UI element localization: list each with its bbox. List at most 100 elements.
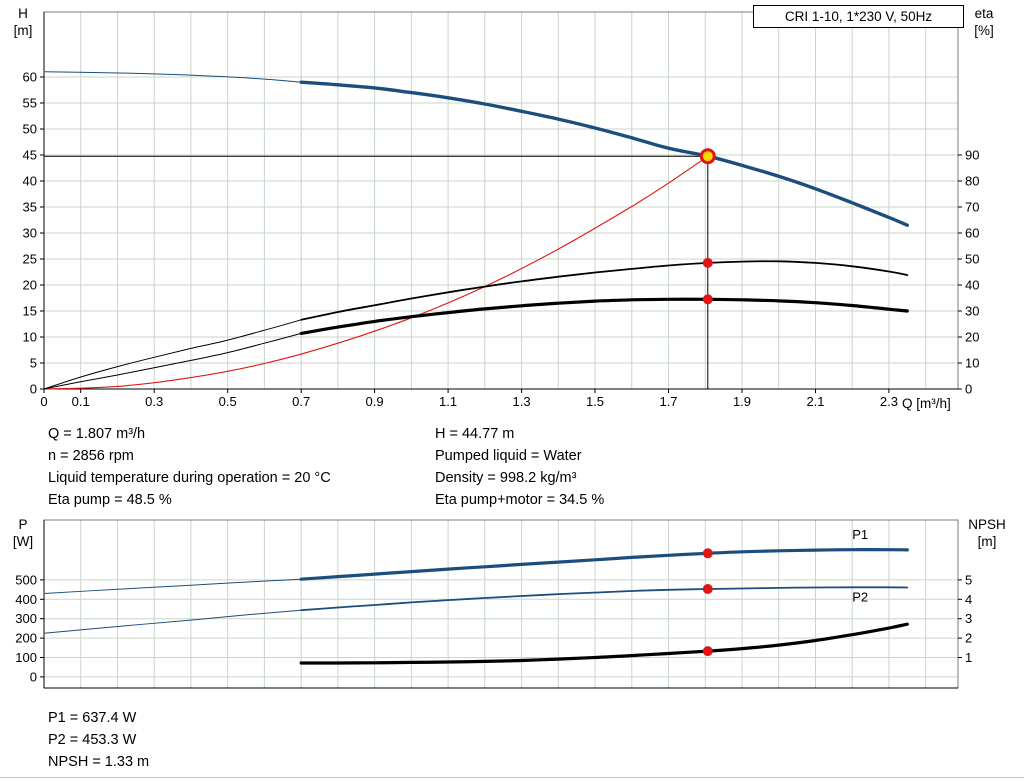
pumped-liquid-text: Pumped liquid = Water	[435, 448, 582, 464]
svg-text:70: 70	[965, 200, 979, 215]
p1-curve-label: P1	[852, 527, 868, 542]
svg-text:50: 50	[23, 122, 37, 137]
p1-curve	[299, 548, 909, 581]
grid-lines	[43, 12, 958, 390]
npsh-curve	[299, 622, 909, 665]
plot-frame	[43, 11, 959, 390]
red-dot-marker	[702, 548, 713, 559]
npsh-axis-name: NPSH	[968, 517, 1006, 532]
power-info-column: P1 = 637.4 W P2 = 453.3 W NPSH = 1.33 m	[48, 707, 149, 773]
h-curve	[299, 80, 909, 227]
system-curve	[43, 155, 709, 390]
svg-text:400: 400	[15, 592, 37, 607]
pump-title-box: CRI 1-10, 1*230 V, 50Hz	[753, 5, 964, 28]
svg-text:30: 30	[965, 304, 979, 319]
duty-crosshair	[44, 155, 709, 389]
svg-text:10: 10	[965, 356, 979, 371]
svg-text:500: 500	[15, 572, 37, 587]
eta-pump-motor-text: Eta pump+motor = 34.5 %	[435, 492, 605, 508]
svg-text:55: 55	[23, 96, 37, 111]
svg-text:0: 0	[965, 382, 972, 397]
npsh-axis-unit: [m]	[977, 534, 997, 549]
axis-tick-labels: 0 100 200 300 400 500 5 4 3 2 1	[15, 572, 972, 684]
eta-axis-header: eta [%]	[960, 5, 1008, 39]
plot-frame	[43, 519, 959, 689]
p-axis-unit: [W]	[12, 534, 34, 549]
svg-text:30: 30	[23, 226, 37, 241]
svg-text:1: 1	[965, 650, 972, 665]
svg-text:5: 5	[965, 572, 972, 587]
svg-text:1.7: 1.7	[659, 394, 677, 409]
svg-text:50: 50	[965, 252, 979, 267]
p1-value-text: P1 = 637.4 W	[48, 710, 137, 726]
svg-text:0: 0	[40, 394, 47, 409]
eta-axis-unit: [%]	[974, 23, 994, 38]
svg-text:2.1: 2.1	[806, 394, 824, 409]
p2-extension	[43, 609, 302, 634]
grid-lines	[43, 520, 958, 688]
svg-text:20: 20	[23, 278, 37, 293]
svg-text:2: 2	[965, 631, 972, 646]
svg-text:25: 25	[23, 252, 37, 267]
svg-text:2.3: 2.3	[880, 394, 898, 409]
svg-text:0: 0	[30, 382, 37, 397]
svg-text:60: 60	[23, 70, 37, 85]
svg-text:200: 200	[15, 631, 37, 646]
red-dot-marker	[702, 584, 713, 594]
svg-text:15: 15	[23, 304, 37, 319]
h-axis-name: H	[18, 6, 28, 21]
svg-text:0.7: 0.7	[292, 394, 310, 409]
svg-text:40: 40	[23, 174, 37, 189]
red-dot-marker	[702, 257, 713, 268]
p-axis-name: P	[18, 517, 28, 532]
duty-point-marker	[699, 148, 716, 165]
svg-text:1.3: 1.3	[513, 394, 531, 409]
q-axis-label: Q [m³/h]	[902, 396, 951, 411]
svg-text:5: 5	[30, 356, 37, 371]
svg-text:3: 3	[965, 611, 972, 626]
svg-text:35: 35	[23, 200, 37, 215]
svg-text:0.3: 0.3	[145, 394, 163, 409]
hq-eta-chart: 0 0.1 0.3 0.5 0.7 0.9 1.1 1.3 1.5 1.7 1.9 2.1 2.3 0 5 1…	[23, 11, 980, 410]
svg-text:60: 60	[965, 226, 979, 241]
svg-text:0.1: 0.1	[72, 394, 90, 409]
svg-text:20: 20	[965, 330, 979, 345]
axis-tick-labels: 0 0.1 0.3 0.5 0.7 0.9 1.1 1.3 1.5 1.7 1.9 2.1 2.3 0 5 1…	[23, 70, 980, 410]
svg-text:1.1: 1.1	[439, 394, 457, 409]
svg-text:80: 80	[965, 174, 979, 189]
svg-text:100: 100	[15, 650, 37, 665]
eta-axis-name: eta	[974, 6, 994, 21]
red-dot-marker	[702, 646, 713, 657]
svg-text:4: 4	[965, 592, 972, 607]
p2-curve	[300, 586, 909, 612]
duty-info-left-column: Q = 1.807 m³/h n = 2856 rpm Liquid tempe…	[48, 423, 331, 511]
q-value-text: Q = 1.807 m³/h	[48, 426, 146, 442]
density-text: Density = 998.2 kg/m³	[435, 470, 577, 486]
p-axis-header: P [W]	[2, 516, 44, 550]
eta-pump-extension	[43, 319, 302, 390]
speed-value-text: n = 2856 rpm	[48, 448, 134, 464]
duty-info-right-column: H = 44.77 m Pumped liquid = Water Densit…	[435, 423, 604, 511]
h-value-text: H = 44.77 m	[435, 426, 515, 442]
svg-text:40: 40	[965, 278, 979, 293]
eta-pump-curve	[300, 260, 909, 321]
p2-curve-label: P2	[852, 590, 868, 605]
h-axis-header: H [m]	[2, 5, 44, 39]
svg-text:10: 10	[23, 330, 37, 345]
svg-text:1.9: 1.9	[733, 394, 751, 409]
npsh-axis-header: NPSH [m]	[958, 516, 1016, 550]
p1-extension	[43, 578, 302, 594]
p2-value-text: P2 = 453.3 W	[48, 732, 137, 748]
eta-pump-motor-curve	[299, 297, 909, 335]
bottom-divider	[0, 777, 1024, 778]
power-npsh-chart: P1 P2 0 100 200 300 400 500 5 4 3 2 1	[15, 519, 972, 689]
red-dot-marker	[702, 294, 713, 305]
tick-marks	[40, 579, 962, 678]
eta-pump-motor-extension	[43, 332, 302, 390]
h-axis-unit: [m]	[13, 23, 33, 38]
svg-text:0: 0	[30, 669, 37, 684]
svg-text:1.5: 1.5	[586, 394, 604, 409]
svg-text:0.9: 0.9	[366, 394, 384, 409]
npsh-value-text: NPSH = 1.33 m	[48, 754, 150, 770]
svg-text:45: 45	[23, 148, 37, 163]
